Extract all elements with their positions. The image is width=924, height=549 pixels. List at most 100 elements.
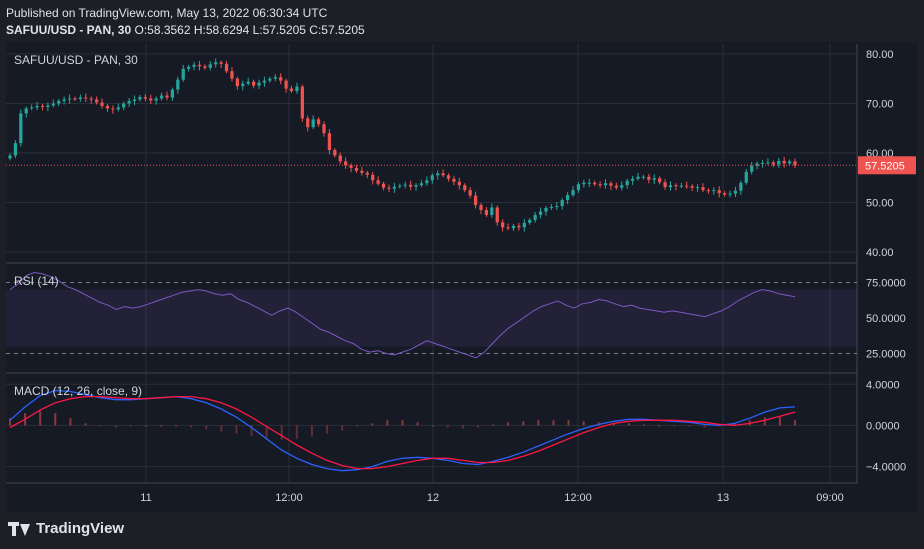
candle-body	[219, 62, 223, 64]
candle-body	[116, 107, 120, 110]
x-tick-label: 12:00	[275, 492, 303, 504]
candle-body	[565, 195, 570, 201]
macd-histogram-bar	[552, 420, 555, 426]
candle-body	[311, 119, 315, 128]
candle-body	[268, 78, 272, 81]
candle-body	[587, 182, 591, 184]
candle-body	[67, 98, 72, 100]
macd-histogram-bar	[129, 425, 132, 427]
macd-histogram-bar	[235, 425, 238, 434]
candle-body	[19, 113, 23, 144]
candle-body	[349, 165, 353, 168]
candle-body	[782, 160, 786, 164]
candle-body	[398, 185, 402, 187]
candle-body	[690, 186, 694, 188]
candle-body	[354, 167, 359, 171]
candle-body	[24, 108, 28, 114]
candle-body	[744, 171, 748, 183]
macd-histogram-bar	[356, 425, 359, 427]
candle-body	[755, 163, 759, 166]
candle-body	[203, 66, 207, 68]
candle-body	[241, 83, 245, 87]
candle-body	[614, 185, 618, 188]
candle-body	[430, 175, 434, 181]
candle-body	[284, 80, 288, 89]
macd-histogram-bar	[386, 420, 389, 426]
candle-body	[658, 178, 662, 183]
candle-body	[609, 183, 613, 186]
candle-body	[289, 88, 294, 92]
symbol-line: SAFUU/USD - PAN, 30 O:58.3562 H:58.6294 …	[6, 23, 365, 37]
candle-body	[555, 206, 559, 208]
candle-body	[760, 162, 765, 164]
macd-tick-label: 4.0000	[866, 379, 900, 391]
candle-body	[625, 180, 629, 186]
candle-body	[685, 185, 689, 187]
candle-body	[517, 225, 521, 228]
x-tick-label: 11	[140, 492, 151, 504]
candle-body	[441, 173, 445, 176]
candle-body	[793, 161, 797, 166]
candle-body	[381, 183, 386, 188]
price-chart[interactable]: 11 12:00 12 12:00 13 09:0080.0070.0060.0050.0…	[0, 0, 924, 515]
price-tick-label: 80.00	[866, 49, 894, 61]
candle-body	[501, 222, 505, 228]
candle-body	[598, 184, 602, 186]
candle-body	[257, 82, 261, 86]
candle-body	[506, 227, 510, 229]
macd-histogram-bar	[371, 423, 374, 426]
macd-histogram-bar	[794, 420, 796, 426]
candle-body	[30, 107, 34, 109]
macd-histogram-bar	[295, 425, 298, 439]
macd-histogram-bar	[250, 425, 253, 436]
candle-body	[192, 64, 196, 67]
macd-histogram-bar	[492, 424, 495, 426]
candle-body	[495, 207, 499, 223]
candle-body	[695, 187, 700, 189]
chart-frame[interactable]	[6, 42, 917, 512]
rsi-tick-label: 75.0000	[866, 277, 906, 289]
macd-histogram-bar	[446, 425, 449, 428]
rsi-line	[9, 271, 796, 359]
header: Published on TradingView.com, May 13, 20…	[0, 0, 924, 40]
candle-body	[170, 89, 175, 98]
candle-body	[181, 68, 185, 80]
candle-body	[571, 190, 575, 196]
macd-histogram-bar	[537, 420, 540, 426]
candle-body	[214, 62, 218, 65]
candle-body	[13, 143, 18, 156]
candle-body	[84, 97, 88, 99]
candle-body	[479, 205, 483, 210]
x-tick-label: 09:00	[816, 492, 844, 504]
candle-body	[392, 186, 397, 189]
candle-body	[576, 184, 581, 191]
candle-body	[235, 78, 240, 87]
candle-body	[344, 161, 348, 166]
candle-body	[533, 214, 537, 220]
candle-body	[717, 190, 721, 194]
candle-body	[197, 64, 202, 67]
candle-body	[35, 105, 39, 108]
candle-body	[387, 187, 391, 189]
macd-histogram-bar	[84, 423, 87, 426]
price-tick-label: 50.00	[866, 198, 894, 210]
candle-body	[100, 102, 104, 106]
candle-body	[138, 97, 142, 100]
macd-histogram-bar	[9, 418, 11, 426]
candle-body	[94, 99, 99, 103]
candle-body	[674, 185, 678, 187]
candle-body	[333, 150, 337, 156]
macd-histogram-bar	[144, 425, 147, 427]
candle-body	[159, 95, 164, 99]
symbol-label: SAFUU/USD - PAN, 30	[6, 23, 132, 37]
macd-histogram-bar	[507, 422, 510, 426]
candle-body	[490, 207, 494, 215]
macd-histogram-bar	[341, 425, 344, 431]
rsi-band	[6, 289, 857, 347]
macd-histogram-bar	[476, 425, 479, 428]
candle-body	[468, 190, 472, 196]
candle-body	[641, 176, 646, 178]
x-tick-label: 12:00	[564, 492, 592, 504]
rsi-tick-label: 50.0000	[866, 313, 906, 325]
candle-body	[777, 160, 781, 165]
